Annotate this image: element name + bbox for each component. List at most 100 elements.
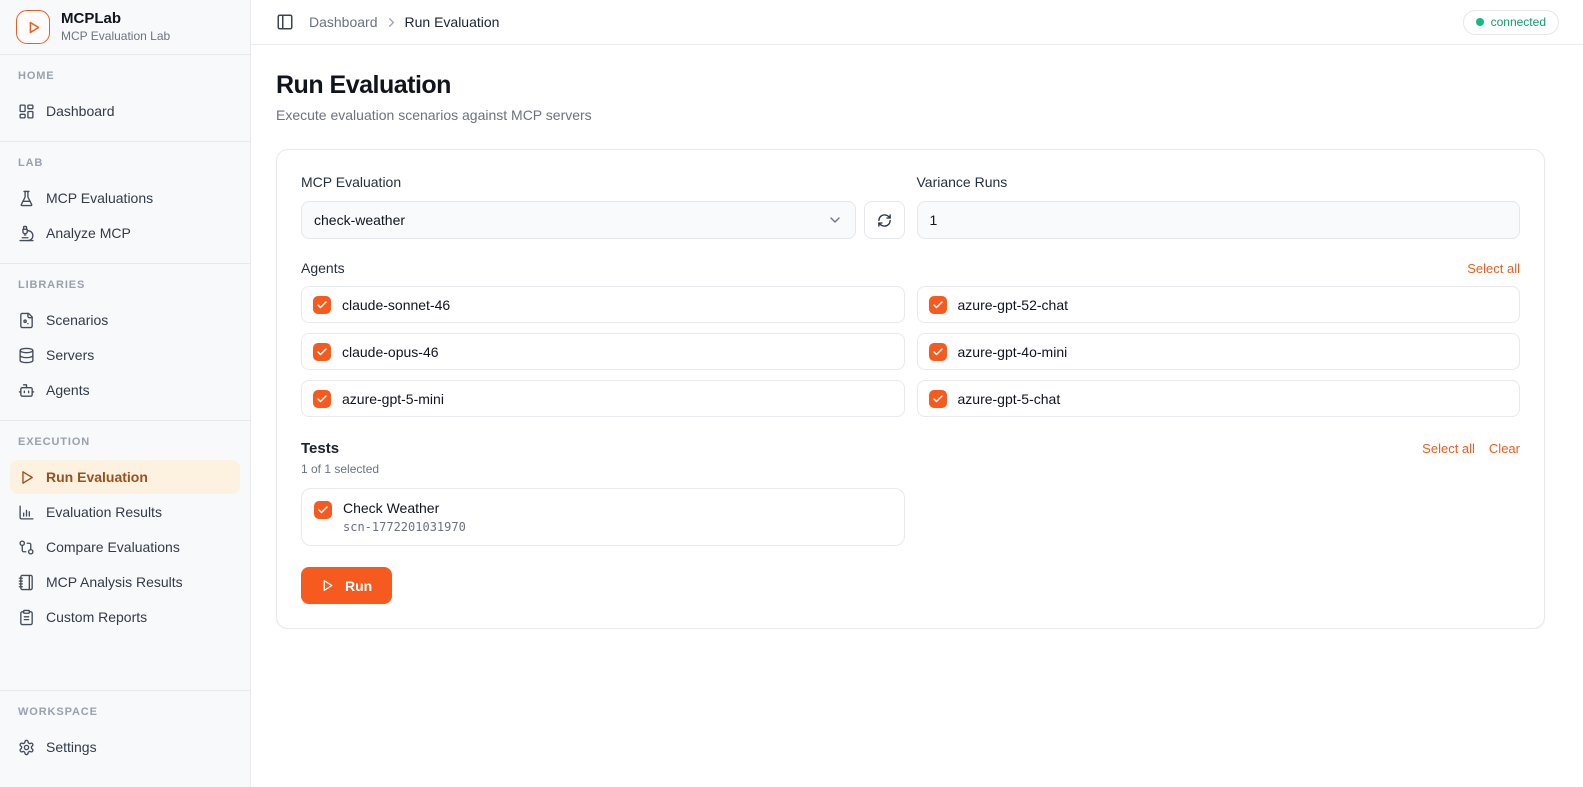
sidebar-item-label: MCP Evaluations: [46, 190, 154, 206]
sidebar: MCPLab MCP Evaluation Lab HOME Dashboard…: [0, 0, 251, 787]
sidebar-item-settings[interactable]: Settings: [10, 730, 240, 764]
sidebar-nav: HOME Dashboard LAB MCP Evaluations Analy…: [0, 55, 250, 787]
test-item-check-weather[interactable]: Check Weather scn-1772201031970: [301, 488, 905, 546]
test-scenario-id: scn-1772201031970: [343, 520, 466, 534]
sidebar-item-label: Run Evaluation: [46, 469, 148, 485]
sidebar-item-label: Agents: [46, 382, 90, 398]
sidebar-item-compare-evaluations[interactable]: Compare Evaluations: [10, 530, 240, 564]
breadcrumb-current: Run Evaluation: [404, 14, 500, 30]
sidebar-section-heading: LAB: [18, 157, 44, 169]
sidebar-item-label: Dashboard: [46, 103, 115, 119]
app-tagline: MCP Evaluation Lab: [61, 28, 171, 43]
sidebar-section-libraries: LIBRARIES Scenarios Servers Agents: [0, 263, 250, 420]
sidebar-item-label: MCP Analysis Results: [46, 574, 183, 590]
checkbox-checked-icon[interactable]: [313, 389, 331, 408]
sidebar-section-lab: LAB MCP Evaluations Analyze MCP: [0, 141, 250, 263]
app-logo-icon: [16, 10, 50, 44]
run-evaluation-card: MCP Evaluation check-weather: [276, 149, 1545, 629]
evaluation-select-value: check-weather: [314, 212, 406, 228]
evaluation-select[interactable]: check-weather: [301, 201, 856, 239]
flask-icon: [18, 190, 35, 207]
run-button[interactable]: Run: [301, 567, 393, 604]
status-dot-icon: [1475, 17, 1484, 26]
connection-status-badge: connected: [1462, 9, 1559, 35]
variance-runs-label: Variance Runs: [916, 174, 1008, 190]
agent-name: azure-gpt-52-chat: [957, 296, 1069, 313]
agents-section-label: Agents: [301, 260, 345, 276]
agent-item-claude-opus-46[interactable]: claude-opus-46: [301, 333, 905, 370]
checkbox-checked-icon[interactable]: [313, 342, 331, 361]
tests-section-label: Tests: [301, 440, 340, 457]
sidebar-item-mcp-analysis-results[interactable]: MCP Analysis Results: [10, 565, 240, 599]
agent-item-claude-sonnet-46[interactable]: claude-sonnet-46: [301, 286, 905, 323]
git-compare-icon: [18, 539, 35, 556]
sidebar-item-label: Evaluation Results: [46, 504, 162, 520]
variance-runs-input[interactable]: [916, 201, 1520, 239]
file-icon: [18, 312, 35, 329]
sidebar-item-servers[interactable]: Servers: [10, 338, 240, 372]
notebook-icon: [18, 574, 35, 591]
breadcrumb-parent[interactable]: Dashboard: [309, 14, 378, 30]
sidebar-item-run-evaluation[interactable]: Run Evaluation: [10, 460, 240, 494]
tests-clear-link[interactable]: Clear: [1488, 441, 1520, 456]
checkbox-checked-icon[interactable]: [928, 342, 947, 361]
tests-selected-summary: 1 of 1 selected: [301, 462, 380, 476]
sidebar-toggle-icon[interactable]: [276, 13, 294, 31]
agent-item-azure-gpt-52-chat[interactable]: azure-gpt-52-chat: [916, 286, 1520, 323]
run-button-label: Run: [345, 577, 373, 594]
sidebar-item-scenarios[interactable]: Scenarios: [10, 303, 240, 337]
evaluation-select-label: MCP Evaluation: [301, 174, 402, 190]
app-brand: MCPLab MCP Evaluation Lab: [0, 0, 250, 55]
tests-select-all-link[interactable]: Select all: [1422, 441, 1475, 456]
agent-name: claude-sonnet-46: [342, 296, 451, 313]
microscope-icon: [18, 225, 35, 242]
sidebar-item-label: Analyze MCP: [46, 225, 131, 241]
main-area: Dashboard Run Evaluation connected Run E…: [251, 0, 1583, 787]
agent-item-azure-gpt-4o-mini[interactable]: azure-gpt-4o-mini: [916, 333, 1520, 370]
checkbox-checked-icon[interactable]: [314, 501, 332, 519]
refresh-button[interactable]: [863, 201, 905, 239]
database-icon: [18, 347, 35, 364]
clipboard-icon: [18, 609, 35, 626]
sidebar-section-heading: HOME: [18, 70, 55, 82]
agent-item-azure-gpt-5-chat[interactable]: azure-gpt-5-chat: [916, 380, 1520, 417]
sidebar-item-label: Settings: [46, 739, 97, 755]
agents-select-all-link[interactable]: Select all: [1467, 261, 1520, 276]
tests-list: Check Weather scn-1772201031970: [301, 488, 1520, 546]
gear-icon: [18, 739, 35, 756]
form-grid: MCP Evaluation check-weather: [301, 174, 1520, 239]
page-content: Run Evaluation Execute evaluation scenar…: [251, 45, 1583, 629]
dashboard-grid-icon: [18, 103, 35, 120]
sidebar-item-custom-reports[interactable]: Custom Reports: [10, 600, 240, 634]
sidebar-item-dashboard[interactable]: Dashboard: [10, 94, 240, 128]
sidebar-item-label: Scenarios: [46, 312, 109, 328]
sidebar-item-agents[interactable]: Agents: [10, 373, 240, 407]
sidebar-section-home: HOME Dashboard: [0, 55, 250, 141]
app-name: MCPLab: [61, 10, 121, 28]
topbar: Dashboard Run Evaluation connected: [251, 0, 1583, 45]
agent-name: azure-gpt-5-mini: [342, 390, 444, 407]
agent-name: claude-opus-46: [342, 343, 439, 360]
checkbox-checked-icon[interactable]: [928, 389, 947, 408]
sidebar-section-heading: LIBRARIES: [18, 279, 86, 291]
checkbox-checked-icon[interactable]: [313, 295, 331, 314]
sidebar-item-evaluation-results[interactable]: Evaluation Results: [10, 495, 240, 529]
refresh-icon: [877, 213, 892, 228]
status-label: connected: [1490, 14, 1546, 29]
checkbox-checked-icon[interactable]: [928, 295, 947, 314]
sidebar-item-label: Compare Evaluations: [46, 539, 180, 555]
sidebar-section-execution: EXECUTION Run Evaluation Evaluation Resu…: [0, 420, 250, 647]
sidebar-item-mcp-evaluations[interactable]: MCP Evaluations: [10, 181, 240, 215]
agent-name: azure-gpt-5-chat: [957, 390, 1061, 407]
sidebar-section-workspace: WORKSPACE Settings: [0, 690, 250, 777]
sidebar-item-analyze-mcp[interactable]: Analyze MCP: [10, 216, 240, 250]
sidebar-section-heading: EXECUTION: [18, 436, 91, 448]
agent-item-azure-gpt-5-mini[interactable]: azure-gpt-5-mini: [301, 380, 905, 417]
page-subtitle: Execute evaluation scenarios against MCP…: [276, 107, 592, 123]
bot-icon: [18, 382, 35, 399]
sidebar-item-label: Servers: [46, 347, 95, 363]
play-icon: [321, 579, 334, 592]
agent-name: azure-gpt-4o-mini: [957, 343, 1068, 360]
sidebar-item-label: Custom Reports: [46, 609, 148, 625]
